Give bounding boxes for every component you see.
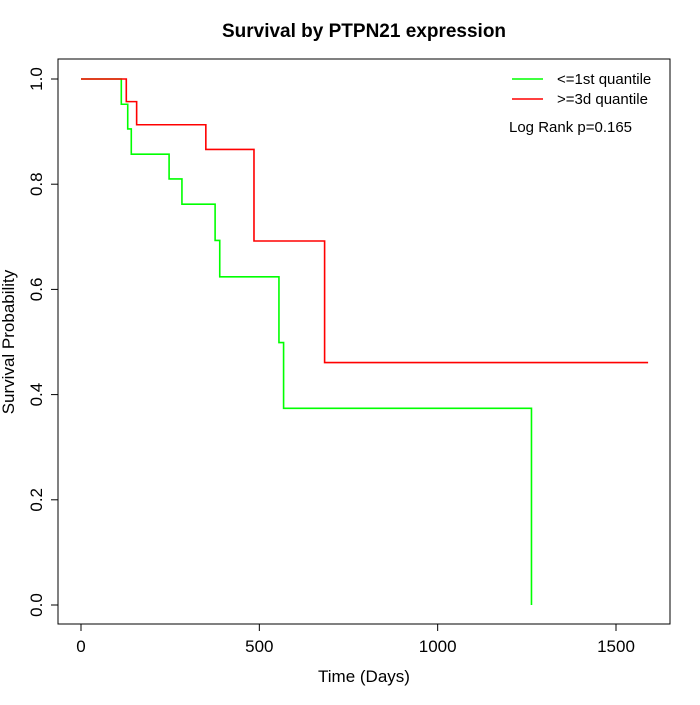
log-rank-annotation: Log Rank p=0.165 [509, 119, 632, 136]
y-axis: 0.0 0.2 0.4 0.6 0.8 1.0 [27, 67, 59, 617]
legend-label: >=3d quantile [557, 91, 648, 108]
chart-title: Survival by PTPN21 expression [222, 21, 506, 42]
y-tick-label: 1.0 [27, 67, 46, 91]
legend: <=1st quantile >=3d quantile [512, 71, 651, 108]
y-axis-label: Survival Probability [0, 269, 18, 414]
legend-label: <=1st quantile [557, 71, 651, 88]
x-axis: 0 500 1000 1500 [76, 623, 635, 656]
y-tick-label: 0.6 [27, 278, 46, 302]
series-line-1 [81, 78, 649, 364]
x-tick-label: 1000 [419, 637, 457, 656]
x-tick-label: 1500 [597, 637, 635, 656]
x-tick-label: 0 [76, 637, 85, 656]
series-line-0 [81, 78, 533, 605]
y-tick-label: 0.4 [27, 383, 46, 407]
x-axis-label: Time (Days) [318, 667, 410, 686]
y-tick-label: 0.0 [27, 593, 46, 617]
x-tick-label: 500 [245, 637, 273, 656]
series-layer [81, 78, 649, 605]
y-tick-label: 0.8 [27, 172, 46, 196]
y-tick-label: 0.2 [27, 488, 46, 512]
plot-frame [57, 58, 671, 625]
